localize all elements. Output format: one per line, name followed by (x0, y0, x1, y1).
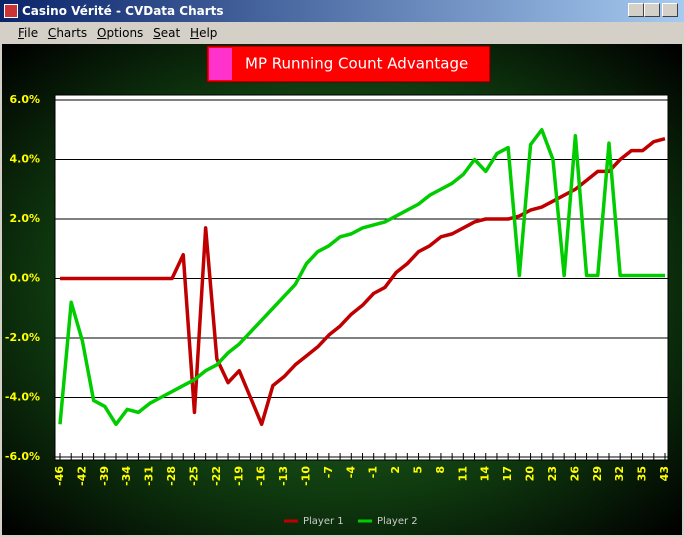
maximize-button[interactable] (644, 3, 660, 17)
x-tick-label: -4 (344, 466, 357, 479)
y-tick-label: -6.0% (5, 450, 40, 463)
x-tick-label: -10 (299, 466, 312, 486)
x-tick-label: 8 (434, 466, 447, 474)
title-box (206, 45, 491, 83)
x-tick-label: -46 (53, 466, 66, 486)
menu-item[interactable]: File (18, 26, 39, 40)
x-tick-label: -13 (277, 466, 290, 486)
x-tick-label: -42 (75, 466, 88, 486)
y-tick-label: -2.0% (5, 331, 40, 344)
x-tick-label: 14 (479, 466, 492, 482)
menu-item[interactable]: Seat (153, 26, 181, 40)
chart-title: MP Running Count Advantage (245, 55, 468, 73)
title-bar: Casino Vérité - CVData Charts (0, 0, 684, 22)
x-tick-label: 35 (636, 466, 649, 481)
x-tick-label: 32 (613, 466, 626, 481)
menu-bar: File Charts Options Seat Help (0, 22, 684, 44)
x-tick-label: -34 (120, 466, 133, 486)
x-tick-label: -7 (322, 466, 335, 478)
menu-item[interactable]: Charts (47, 26, 88, 40)
x-tick-label: -31 (143, 466, 156, 486)
x-tick-label: -1 (367, 466, 380, 478)
legend-label: Player 1 (303, 516, 344, 527)
legend-label: Player 2 (377, 516, 418, 527)
close-button[interactable] (662, 3, 678, 17)
series-line (60, 136, 666, 427)
app-icon (4, 4, 18, 18)
x-tick-label: 26 (568, 466, 581, 482)
x-tick-label: -16 (255, 466, 268, 486)
x-tick-label: 23 (546, 466, 559, 481)
x-tick-label: -19 (232, 466, 245, 486)
menu-item[interactable]: Options (97, 26, 144, 40)
y-tick-label: -4.0% (5, 391, 40, 404)
x-tick-label: -28 (165, 466, 178, 486)
x-tick-label: 43 (658, 466, 671, 481)
y-tick-label: 0.0% (9, 272, 40, 285)
x-tick-label: 17 (501, 466, 514, 481)
y-tick-label: 4.0% (9, 153, 40, 166)
x-tick-label: -22 (210, 466, 223, 486)
title-icon (209, 48, 232, 80)
x-tick-label: 2 (389, 466, 402, 474)
x-tick-label: 11 (456, 466, 469, 481)
window-title: Casino Vérité - CVData Charts (22, 4, 224, 18)
y-tick-label: 6.0% (9, 93, 40, 106)
x-tick-label: -25 (187, 466, 200, 486)
menu-item[interactable]: Help (190, 26, 218, 40)
series-line (58, 128, 665, 427)
x-tick-label: 5 (412, 466, 425, 474)
x-tick-label: 29 (591, 466, 604, 481)
chart: MP Running Count Advantage -6.0% -4.0% -2.… (2, 44, 682, 535)
x-tick-label: -39 (98, 466, 111, 486)
y-tick-label: 2.0% (9, 212, 40, 225)
x-tick-label: 20 (524, 466, 537, 482)
minimize-button[interactable] (628, 3, 644, 17)
